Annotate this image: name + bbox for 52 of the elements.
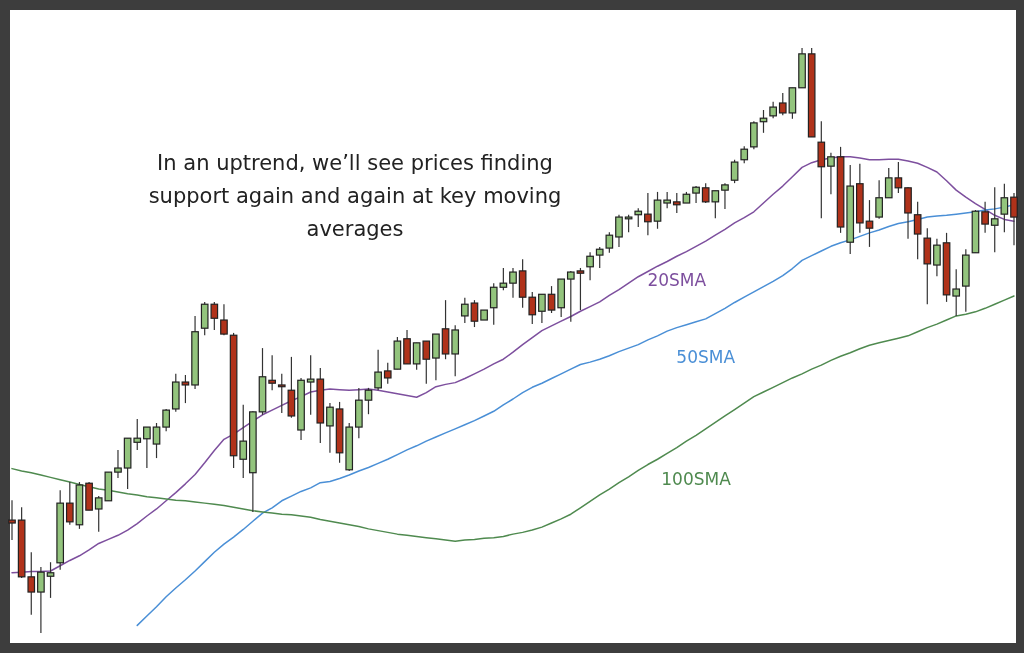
candlestick xyxy=(538,293,546,324)
candlestick xyxy=(239,404,248,479)
candlestick xyxy=(605,231,614,254)
candlestick xyxy=(653,191,662,230)
candlestick xyxy=(913,201,922,260)
candlestick xyxy=(644,192,652,236)
candlestick xyxy=(143,426,151,469)
candlestick xyxy=(374,349,382,391)
candlestick xyxy=(65,481,74,526)
candlestick xyxy=(1000,183,1009,233)
candlestick xyxy=(326,402,334,454)
candlestick xyxy=(952,268,961,317)
candlestick xyxy=(268,354,276,391)
candlestick xyxy=(114,449,122,479)
candlestick xyxy=(576,267,585,311)
candlestick xyxy=(586,251,594,281)
candlestick xyxy=(634,207,643,228)
candlestick xyxy=(1010,192,1018,246)
candlestick xyxy=(990,186,999,253)
series-label: 100SMA xyxy=(661,468,732,489)
candlestick xyxy=(865,199,874,248)
series-label: 20SMA xyxy=(647,269,707,290)
series-label: 50SMA xyxy=(676,346,736,367)
candlestick xyxy=(547,285,556,314)
candlestick xyxy=(432,333,440,381)
candlestick xyxy=(875,179,883,220)
candlestick xyxy=(692,185,700,204)
candlestick xyxy=(383,362,392,385)
candlestick xyxy=(933,238,941,277)
candlestick xyxy=(8,499,16,541)
candlestick xyxy=(778,92,787,116)
candlestick xyxy=(750,120,758,150)
candlestick xyxy=(181,374,190,404)
candlestick xyxy=(220,303,228,336)
candlestick xyxy=(595,246,604,269)
candlestick xyxy=(470,299,479,328)
candlestick xyxy=(46,561,55,599)
candlestick xyxy=(672,192,681,214)
candlestick xyxy=(730,159,739,184)
candlestick xyxy=(615,214,623,248)
candlestick xyxy=(827,152,835,195)
candlestick xyxy=(364,387,373,415)
candlestick xyxy=(460,297,469,324)
candlestick xyxy=(152,422,161,459)
annotation: In an uptrend, we’ll see prices finding support again and again at key moving averages xyxy=(148,151,562,241)
candlestick xyxy=(451,324,460,377)
candlestick xyxy=(981,201,989,234)
candlestick xyxy=(37,566,45,634)
candlestick xyxy=(277,373,286,414)
candlestick xyxy=(566,270,575,323)
candlestick xyxy=(721,182,729,210)
candlestick xyxy=(509,267,517,299)
